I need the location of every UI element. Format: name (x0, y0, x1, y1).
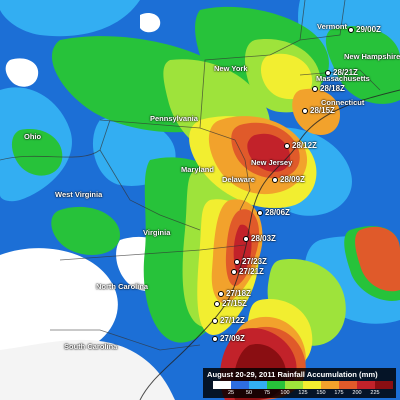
storm-track-label: 27/12Z (220, 316, 245, 325)
storm-track-dot (214, 301, 220, 307)
state-label-new-york: New York (214, 64, 248, 73)
state-label-new-jersey: New Jersey (251, 158, 293, 167)
legend-swatch (303, 381, 321, 389)
state-label-new-hampshire: New Hampshire (344, 52, 400, 61)
storm-track-dot (243, 236, 249, 242)
legend-tick: 150 (316, 390, 326, 396)
legend-swatch (213, 381, 231, 389)
storm-track-label: 27/23Z (242, 257, 267, 266)
storm-track-dot (212, 336, 218, 342)
storm-track-label: 27/18Z (226, 289, 251, 298)
storm-track-dot (257, 210, 263, 216)
legend-swatch (321, 381, 339, 389)
legend-swatch (285, 381, 303, 389)
storm-track-dot (302, 108, 308, 114)
legend-tick: 125 (298, 390, 308, 396)
legend-swatch (375, 381, 393, 389)
legend-swatch (339, 381, 357, 389)
storm-track-label: 27/09Z (220, 334, 245, 343)
state-label-virginia: Virginia (143, 228, 171, 237)
storm-track-label: 28/15Z (310, 106, 335, 115)
storm-track-label: 28/09Z (280, 175, 305, 184)
storm-track-dot (348, 27, 354, 33)
storm-track-label: 27/21Z (239, 267, 264, 276)
storm-track-dot (325, 70, 331, 76)
legend-swatch (267, 381, 285, 389)
state-label-pennsylvania: Pennsylvania (150, 114, 198, 123)
state-label-south-carolina: South Carolina (64, 342, 118, 351)
legend-tick-labels: 25 50 75 100 125 150 175 200 225 (213, 390, 393, 398)
legend-tick: 100 (280, 390, 290, 396)
state-label-north-carolina: North Carolina (96, 282, 149, 291)
state-label-maryland: Maryland (181, 165, 214, 174)
storm-track-dot (312, 86, 318, 92)
state-label-vermont: Vermont (317, 22, 348, 31)
state-label-west-virginia: West Virginia (55, 190, 103, 199)
storm-track-dot (272, 177, 278, 183)
storm-track-dot (218, 291, 224, 297)
legend-tick: 175 (334, 390, 344, 396)
legend-tick: 225 (370, 390, 380, 396)
state-label-massachusetts: Massachusetts (316, 74, 370, 83)
storm-track-dot (234, 259, 240, 265)
storm-track-label: 27/15Z (222, 299, 247, 308)
storm-track-label: 29/00Z (356, 25, 381, 34)
legend-tick: 50 (245, 390, 253, 396)
legend-title: August 20-29, 2011 Rainfall Accumulation… (207, 370, 378, 379)
storm-track-label: 28/18Z (320, 84, 345, 93)
legend-color-bar (213, 381, 393, 389)
state-label-delaware: Delaware (222, 175, 255, 184)
state-label-connecticut: Connecticut (321, 98, 365, 107)
rainfall-legend: August 20-29, 2011 Rainfall Accumulation… (203, 368, 396, 398)
storm-track-dot (284, 143, 290, 149)
legend-tick: 75 (263, 390, 271, 396)
storm-track-label: 28/06Z (265, 208, 290, 217)
legend-swatch (231, 381, 249, 389)
storm-track-label: 28/12Z (292, 141, 317, 150)
storm-track-dot (231, 269, 237, 275)
legend-tick: 25 (227, 390, 235, 396)
legend-tick: 200 (352, 390, 362, 396)
state-label-ohio: Ohio (24, 132, 42, 141)
storm-track-dot (212, 318, 218, 324)
storm-track-label: 28/03Z (251, 234, 276, 243)
storm-track-label: 28/21Z (333, 68, 358, 77)
legend-swatch (249, 381, 267, 389)
legend-swatch (357, 381, 375, 389)
